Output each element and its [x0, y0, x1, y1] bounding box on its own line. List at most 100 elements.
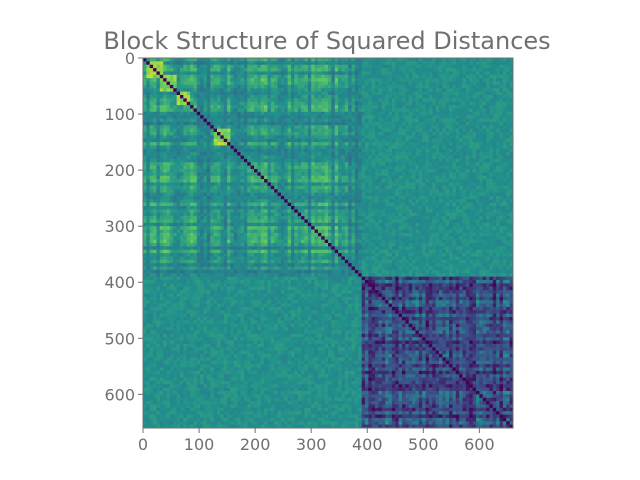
heatmap-cell [405, 78, 410, 82]
heatmap-cell [502, 78, 507, 82]
heatmap-cell [368, 108, 373, 113]
heatmap-cell [149, 128, 154, 133]
heatmap-cell [176, 199, 181, 204]
heatmap-cell [264, 132, 268, 136]
heatmap-cell [381, 199, 386, 204]
heatmap-cell [284, 128, 289, 133]
heatmap-cell [254, 121, 258, 126]
heatmap-cell [422, 81, 426, 86]
heatmap-cell [459, 148, 463, 153]
heatmap-cell [405, 155, 410, 160]
heatmap-cell [462, 158, 467, 163]
heatmap-cell [280, 115, 285, 119]
heatmap-cell [452, 189, 457, 193]
heatmap-cell [476, 71, 480, 76]
heatmap-cell [361, 182, 366, 187]
heatmap-cell [206, 108, 211, 113]
heatmap-cell [432, 169, 437, 173]
heatmap-cell [496, 148, 500, 153]
heatmap-cell [334, 152, 339, 156]
heatmap-cell [351, 135, 356, 140]
heatmap-cell [492, 98, 497, 103]
heatmap-cell [455, 199, 460, 204]
heatmap-cell [442, 179, 447, 183]
heatmap-cell [462, 199, 467, 204]
heatmap-cell [354, 125, 359, 130]
heatmap-cell [445, 105, 450, 109]
heatmap-cell [381, 138, 386, 143]
heatmap-cell [462, 172, 467, 177]
heatmap-cell [439, 182, 443, 187]
heatmap-cell [284, 91, 289, 96]
heatmap-cell [422, 182, 426, 187]
heatmap-cell [180, 206, 184, 210]
heatmap-cell [439, 78, 443, 82]
heatmap-cell [304, 125, 309, 130]
heatmap-cell [193, 84, 198, 89]
heatmap-cell [163, 81, 167, 86]
heatmap-cell [344, 105, 349, 109]
heatmap-cell [297, 88, 302, 93]
heatmap-cell [254, 74, 258, 79]
heatmap-cell [395, 138, 400, 143]
heatmap-cell [321, 84, 326, 89]
heatmap-cell [408, 128, 413, 133]
heatmap-cell [442, 118, 447, 123]
heatmap-cell [153, 61, 157, 66]
heatmap-cell [169, 182, 174, 187]
heatmap-cell [280, 105, 285, 109]
heatmap-cell [206, 128, 211, 133]
heatmap-cell [432, 172, 437, 177]
heatmap-cell [358, 84, 363, 89]
heatmap-cell [344, 108, 349, 113]
heatmap-cell [206, 165, 211, 170]
heatmap-cell [469, 108, 474, 113]
heatmap-cell [385, 71, 389, 76]
heatmap-cell [476, 115, 480, 119]
heatmap-cell [250, 121, 255, 126]
heatmap-cell [442, 165, 447, 170]
heatmap-cell [472, 125, 477, 130]
heatmap-cell [267, 84, 272, 89]
heatmap-cell [506, 111, 511, 116]
heatmap-cell [291, 135, 295, 140]
heatmap-cell [243, 138, 248, 143]
heatmap-cell [294, 81, 299, 86]
heatmap-cell [371, 128, 376, 133]
heatmap-cell [344, 155, 349, 160]
heatmap-cell [412, 132, 416, 136]
heatmap-cell [445, 68, 450, 72]
heatmap-cell [240, 125, 245, 130]
heatmap-cell [391, 206, 396, 210]
heatmap-cell [499, 115, 504, 119]
heatmap-cell [344, 111, 349, 116]
heatmap-cell [196, 105, 201, 109]
heatmap-cell [388, 145, 393, 150]
heatmap-cell [479, 95, 484, 99]
heatmap-cell [506, 199, 511, 204]
heatmap-cell [277, 91, 282, 96]
heatmap-cell [183, 185, 188, 190]
heatmap-cell [223, 206, 228, 210]
heatmap-cell [267, 165, 272, 170]
heatmap-cell [496, 84, 500, 89]
heatmap-cell [237, 105, 241, 109]
heatmap-cell [260, 206, 265, 210]
heatmap-cell [375, 169, 379, 173]
heatmap-cell [277, 179, 282, 183]
heatmap-cell [314, 61, 319, 66]
heatmap-cell [391, 132, 396, 136]
heatmap-cell [176, 202, 181, 207]
heatmap-cell [408, 101, 413, 106]
heatmap-cell [405, 152, 410, 156]
heatmap-cell [163, 138, 167, 143]
heatmap-cell [183, 64, 188, 69]
heatmap-cell [425, 105, 430, 109]
heatmap-cell [375, 158, 379, 163]
heatmap-cell [344, 101, 349, 106]
heatmap-cell [452, 202, 457, 207]
heatmap-cell [143, 142, 147, 146]
heatmap-cell [307, 128, 312, 133]
heatmap-cell [297, 169, 302, 173]
heatmap-cell [321, 81, 326, 86]
